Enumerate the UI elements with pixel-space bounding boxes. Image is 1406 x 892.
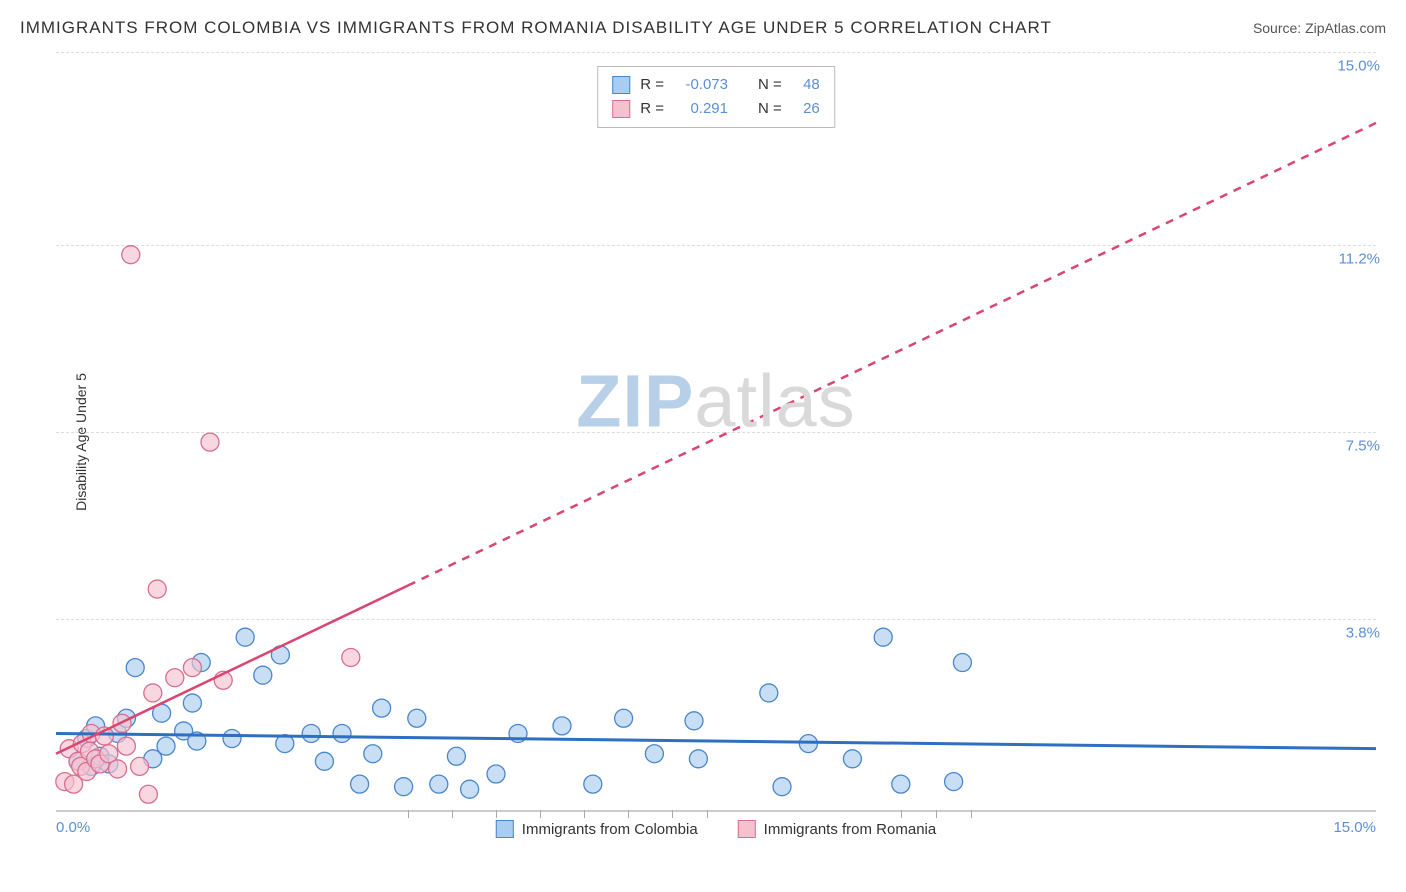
- scatter-point: [131, 757, 149, 775]
- scatter-point: [945, 773, 963, 791]
- trend-line-solid: [56, 586, 408, 754]
- source-label: Source:: [1253, 20, 1305, 36]
- x-tick-mark: [971, 810, 972, 818]
- scatter-point: [645, 745, 663, 763]
- legend-swatch: [496, 820, 514, 838]
- chart-container: Disability Age Under 5 3.8%7.5%11.2%15.0…: [46, 52, 1386, 832]
- scatter-point: [139, 785, 157, 803]
- legend-label: Immigrants from Colombia: [522, 821, 698, 838]
- legend-item: Immigrants from Colombia: [496, 820, 698, 838]
- scatter-point: [342, 648, 360, 666]
- scatter-point: [201, 433, 219, 451]
- stats-row: R = -0.073 N = 48: [612, 73, 820, 97]
- x-tick-mark: [936, 810, 937, 818]
- x-tick-mark: [496, 810, 497, 818]
- scatter-point: [615, 709, 633, 727]
- scatter-point: [689, 750, 707, 768]
- stats-n-label: N =: [758, 97, 782, 121]
- scatter-point: [236, 628, 254, 646]
- x-tick-mark: [901, 810, 902, 818]
- scatter-point: [395, 778, 413, 796]
- scatter-point: [166, 669, 184, 687]
- stats-row: R = 0.291 N = 26: [612, 97, 820, 121]
- scatter-point: [109, 760, 127, 778]
- scatter-point: [461, 780, 479, 798]
- scatter-point: [584, 775, 602, 793]
- scatter-point: [117, 737, 135, 755]
- stats-r-value: 0.291: [674, 97, 728, 121]
- source-attribution: Source: ZipAtlas.com: [1253, 20, 1386, 36]
- scatter-point: [685, 712, 703, 730]
- scatter-point: [553, 717, 571, 735]
- x-tick-mark: [628, 810, 629, 818]
- scatter-point: [157, 737, 175, 755]
- stats-legend-box: R = -0.073 N = 48 R = 0.291 N = 26: [597, 66, 835, 128]
- scatter-point: [953, 654, 971, 672]
- x-tick-mark: [452, 810, 453, 818]
- scatter-point: [843, 750, 861, 768]
- stats-swatch: [612, 100, 630, 118]
- scatter-point: [302, 724, 320, 742]
- scatter-point: [364, 745, 382, 763]
- plot-area: 3.8%7.5%11.2%15.0% ZIPatlas R =-0.073N =…: [56, 52, 1376, 812]
- scatter-point: [892, 775, 910, 793]
- x-axis-min-label: 0.0%: [56, 819, 90, 836]
- bottom-legend: Immigrants from Colombia Immigrants from …: [496, 820, 936, 838]
- stats-r-value: -0.073: [674, 73, 728, 97]
- trend-line: [56, 733, 1376, 748]
- plot-svg: [56, 52, 1376, 810]
- scatter-point: [487, 765, 505, 783]
- scatter-point: [183, 659, 201, 677]
- stats-n-value: 26: [792, 97, 820, 121]
- scatter-point: [447, 747, 465, 765]
- legend-label: Immigrants from Romania: [764, 821, 937, 838]
- scatter-point: [126, 659, 144, 677]
- scatter-point: [183, 694, 201, 712]
- scatter-point: [430, 775, 448, 793]
- stats-n-value: 48: [792, 73, 820, 97]
- scatter-point: [773, 778, 791, 796]
- stats-swatch: [612, 76, 630, 94]
- scatter-point: [333, 724, 351, 742]
- scatter-point: [315, 752, 333, 770]
- scatter-point: [254, 666, 272, 684]
- stats-n-label: N =: [758, 73, 782, 97]
- scatter-point: [351, 775, 369, 793]
- scatter-point: [223, 730, 241, 748]
- scatter-point: [874, 628, 892, 646]
- scatter-point: [760, 684, 778, 702]
- x-tick-mark: [584, 810, 585, 818]
- x-tick-mark: [540, 810, 541, 818]
- scatter-point: [144, 684, 162, 702]
- x-axis-max-label: 15.0%: [1333, 819, 1376, 836]
- scatter-point: [373, 699, 391, 717]
- source-value: ZipAtlas.com: [1305, 20, 1386, 36]
- x-tick-mark: [672, 810, 673, 818]
- stats-r-label: R =: [640, 73, 664, 97]
- x-tick-mark: [707, 810, 708, 818]
- scatter-point: [148, 580, 166, 598]
- page-title: IMMIGRANTS FROM COLOMBIA VS IMMIGRANTS F…: [20, 18, 1052, 38]
- legend-swatch: [738, 820, 756, 838]
- scatter-point: [408, 709, 426, 727]
- x-tick-mark: [408, 810, 409, 818]
- legend-item: Immigrants from Romania: [738, 820, 937, 838]
- trend-line-dashed: [408, 123, 1376, 586]
- stats-r-label: R =: [640, 97, 664, 121]
- scatter-point: [122, 246, 140, 264]
